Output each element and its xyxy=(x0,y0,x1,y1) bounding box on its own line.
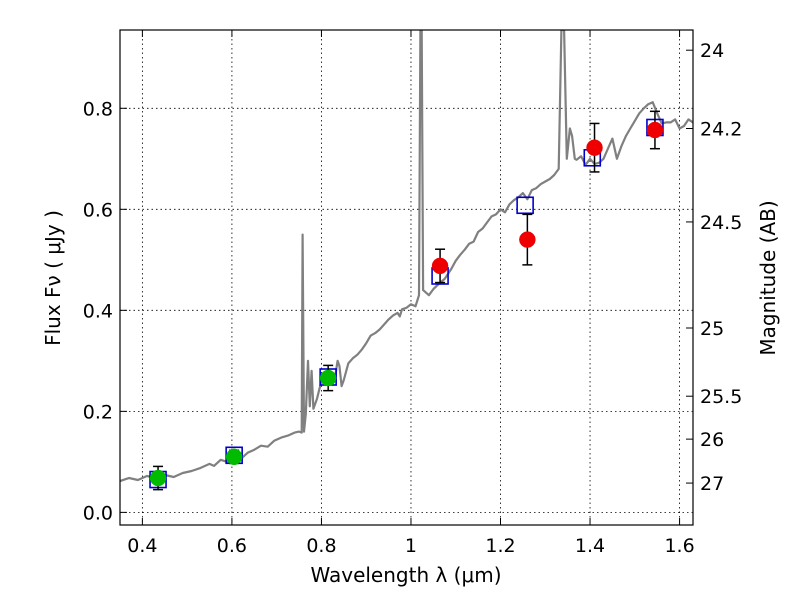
x-tick-label: 1.2 xyxy=(485,535,515,557)
observed-point xyxy=(586,139,603,156)
y-tick-label: 0.2 xyxy=(83,401,113,423)
observed-point xyxy=(431,257,449,275)
right-tick-label: 25.5 xyxy=(700,386,742,408)
right-tick-label: 27 xyxy=(700,473,724,495)
points-layer xyxy=(149,110,664,491)
plot-frame xyxy=(119,29,694,526)
right-tick-label: 26 xyxy=(700,429,724,451)
model-photometry-square xyxy=(516,196,534,215)
observed-point xyxy=(225,448,243,466)
y-axis-right-label: Magnitude (AB) xyxy=(756,200,780,355)
x-tick-label: 0.4 xyxy=(127,535,157,557)
y-tick-label: 0.0 xyxy=(83,502,113,524)
x-tick-label: 0.8 xyxy=(306,535,336,557)
observed-point xyxy=(149,469,167,487)
right-tick-label: 24.2 xyxy=(700,118,742,140)
right-tick-label: 24.5 xyxy=(700,212,742,234)
observed-point xyxy=(319,369,337,387)
y-axis-label: Flux Fν ( μJy ) xyxy=(41,210,65,346)
spectrum-line xyxy=(120,30,693,483)
right-tick-label: 24 xyxy=(700,40,724,62)
x-tick-label: 1 xyxy=(405,535,417,557)
observed-point xyxy=(519,231,536,248)
tick-labels: 0.4 0.6 0.8 1 1.2 1.4 1.6 0.0 0.2 0.4 0.6 0.8 24 24.2… xyxy=(83,40,743,557)
right-tick-label: 25 xyxy=(700,318,724,340)
spectrum-layer xyxy=(120,30,693,483)
y-tick-label: 0.6 xyxy=(83,199,113,221)
x-tick-label: 0.6 xyxy=(217,535,247,557)
y-tick-label: 0.4 xyxy=(83,300,113,322)
grid xyxy=(120,30,693,525)
y-tick-label: 0.8 xyxy=(83,98,113,120)
ticks xyxy=(120,30,693,525)
x-tick-label: 1.6 xyxy=(664,535,694,557)
observed-point xyxy=(646,121,664,139)
x-tick-label: 1.4 xyxy=(575,535,605,557)
x-axis-label: Wavelength λ (μm) xyxy=(310,563,501,587)
